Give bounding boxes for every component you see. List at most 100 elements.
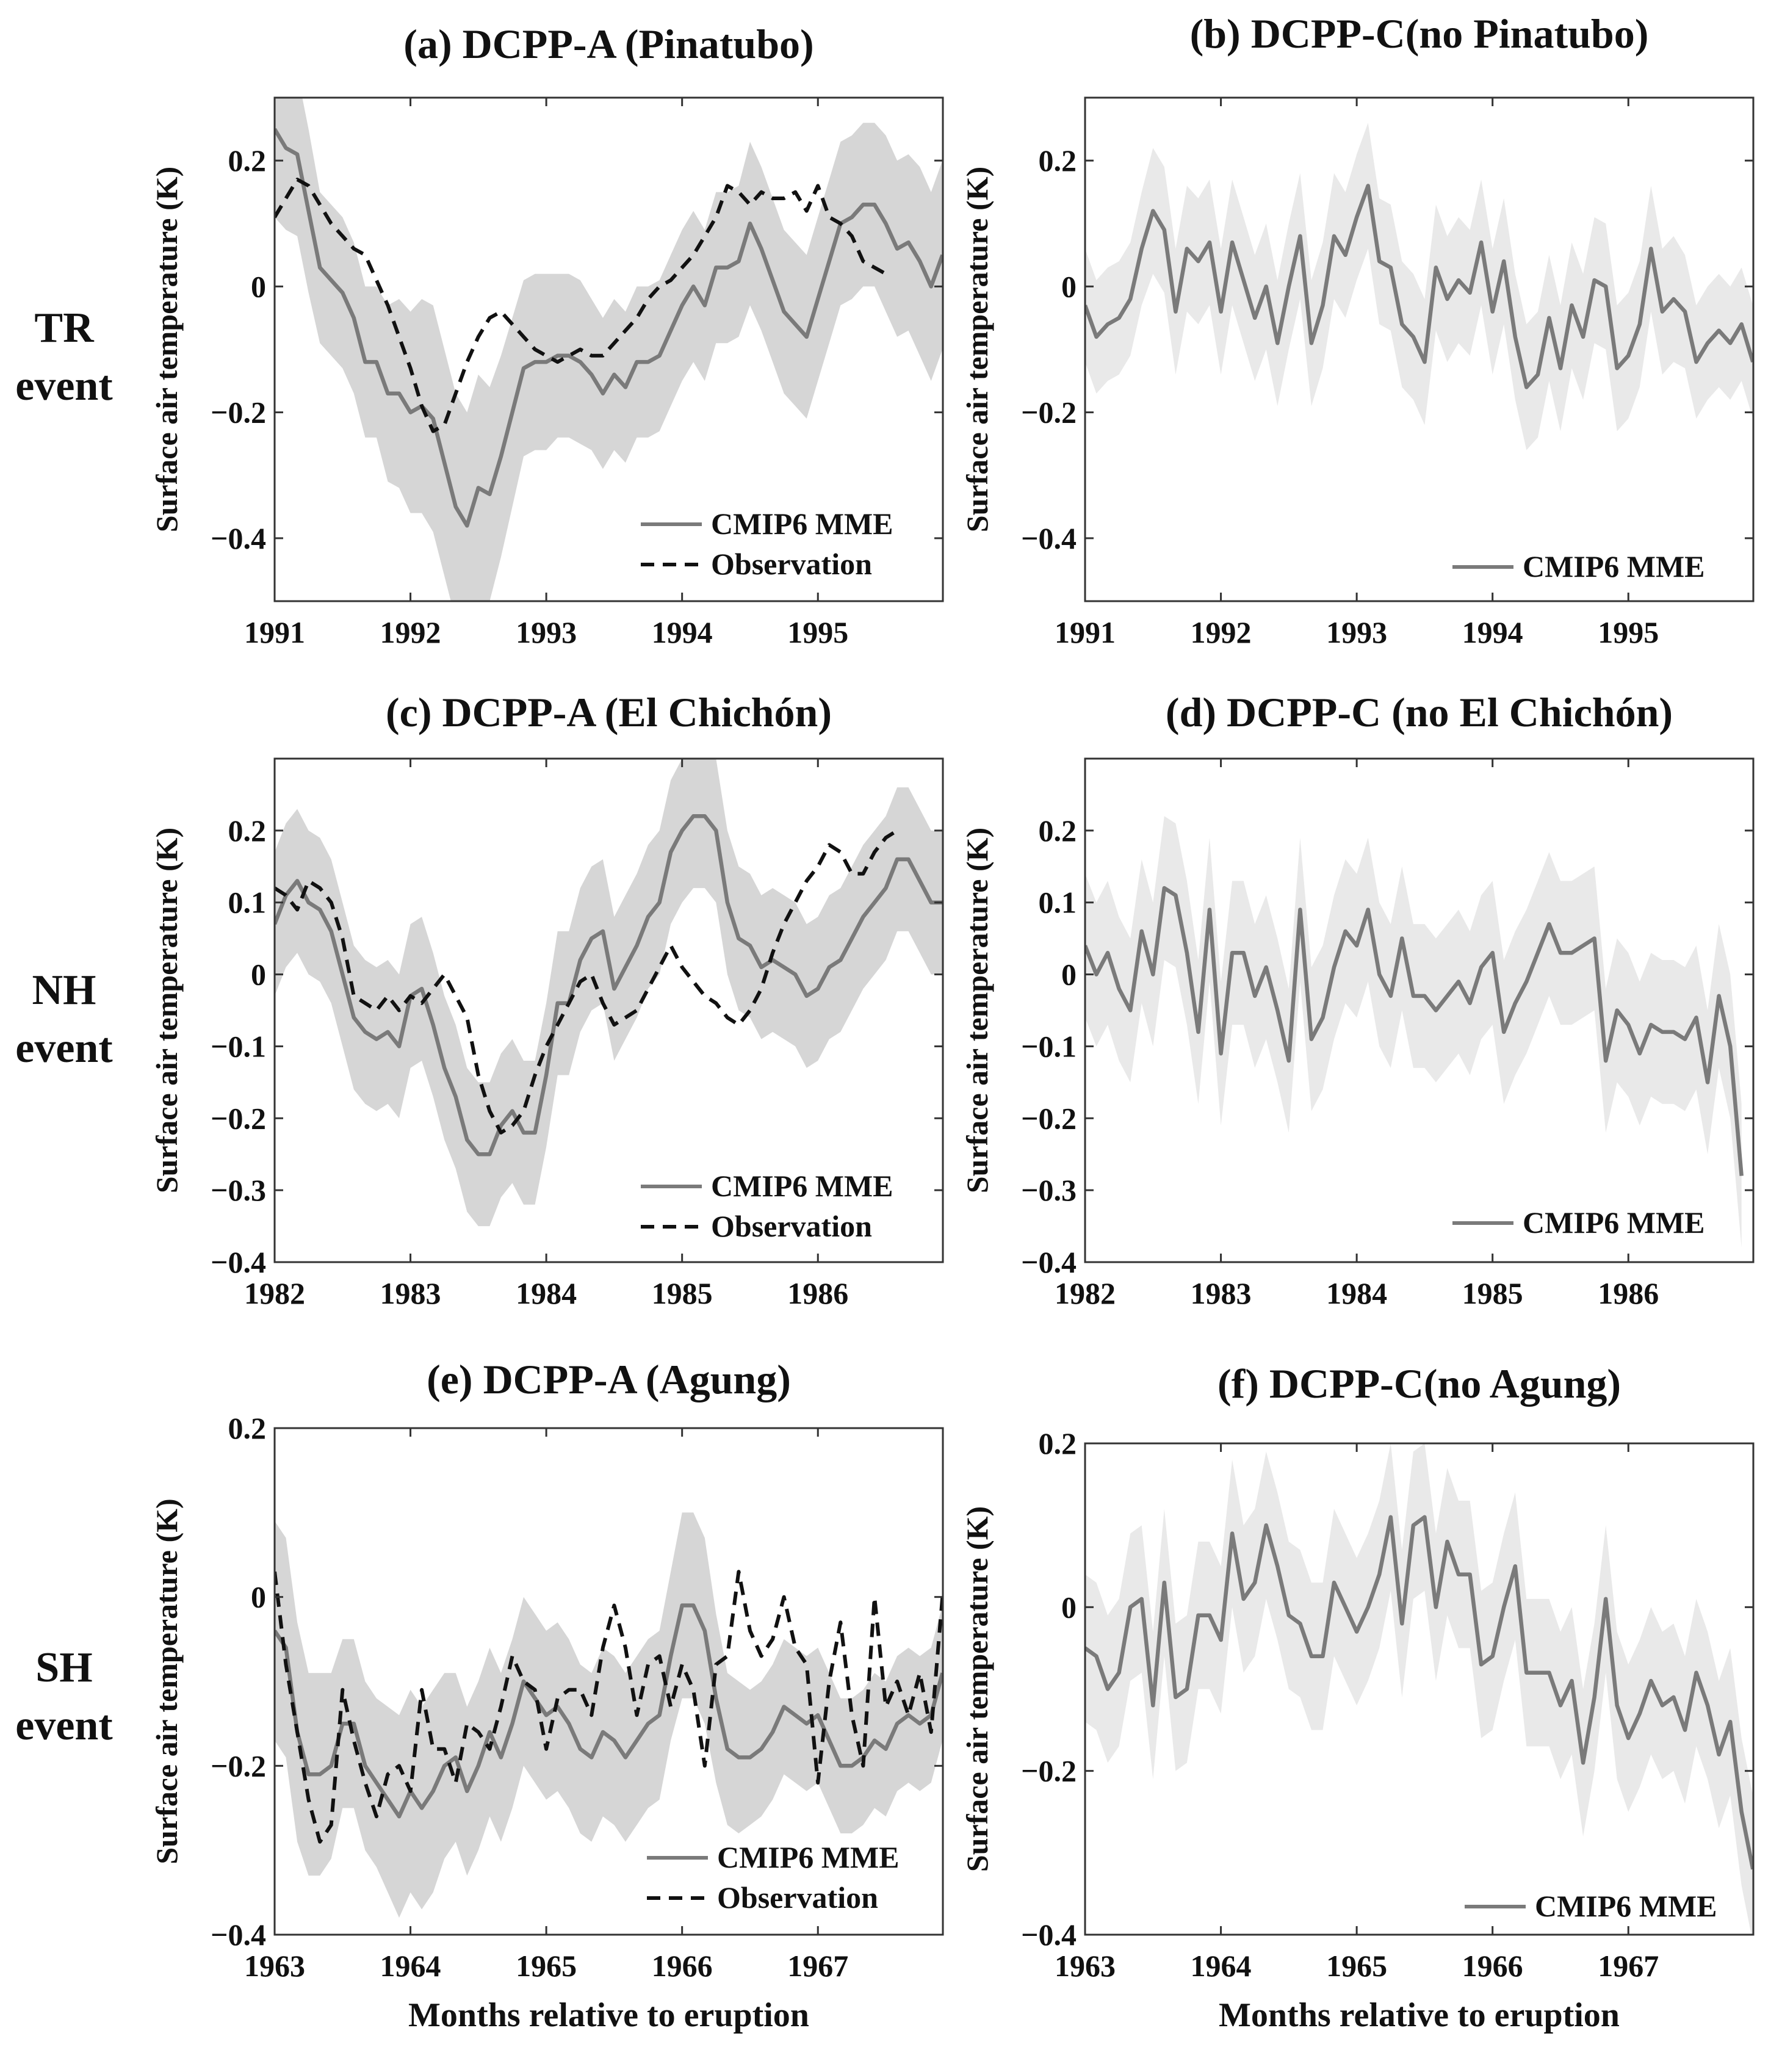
- observation-line: [275, 178, 887, 433]
- x-tick-label: 1963: [244, 1949, 305, 1983]
- plot-area: [275, 98, 943, 601]
- x-tick-label: 1992: [380, 615, 441, 649]
- y-tick-label: 0: [251, 1580, 266, 1614]
- y-tick-label: 0.2: [1039, 814, 1077, 848]
- chart-title: (b) DCPP-C(no Pinatubo): [1190, 10, 1649, 57]
- mme-line: [275, 814, 943, 1157]
- axes-frame: [1084, 757, 1755, 1263]
- y-tick-label: 0.2: [1039, 1426, 1077, 1460]
- x-tick-label: 1985: [1462, 1276, 1523, 1310]
- chart-panel-d: (d) DCPP-C (no El Chichón) −0.4 −0.3 −0.2 −0…: [960, 689, 1755, 1310]
- legend: CMIP6 MME: [1465, 1889, 1717, 1923]
- y-tick-label: 0.1: [1039, 886, 1077, 920]
- x-tick-label: 1994: [652, 615, 713, 649]
- y-tick-label: −0.2: [1021, 1754, 1077, 1788]
- y-tick-label: 0.2: [228, 1411, 267, 1445]
- chart-title: (a) DCPP-A (Pinatubo): [403, 21, 813, 67]
- y-tick-label: −0.4: [211, 1918, 266, 1952]
- y-tick-label: −0.3: [211, 1173, 266, 1207]
- legend: CMIP6 MME Observation: [641, 1169, 893, 1243]
- chart-panel-b: (b) DCPP-C(no Pinatubo) −0.4 −0.2 0 0.2 1991 1…: [960, 10, 1755, 649]
- y-tick-label: −0.3: [1021, 1173, 1077, 1207]
- y-tick-label: 0.2: [228, 143, 267, 178]
- x-tick-label: 1982: [1055, 1276, 1116, 1310]
- chart-title: (c) DCPP-A (El Chichón): [386, 689, 832, 735]
- x-tick-label: 1991: [1055, 615, 1116, 649]
- x-tick-label: 1965: [1326, 1949, 1387, 1983]
- x-tick-label: 1966: [652, 1949, 713, 1983]
- y-tick-label: −0.4: [211, 1245, 266, 1279]
- mme-line: [1085, 886, 1744, 1176]
- legend: CMIP6 MME Observation: [647, 1840, 900, 1915]
- x-tick-label: 1983: [1191, 1276, 1252, 1310]
- observation-line: [275, 1570, 943, 1844]
- y-tick-label: −0.4: [1021, 1918, 1077, 1952]
- legend: CMIP6 MME: [1452, 549, 1705, 583]
- x-tick-label: 1967: [787, 1949, 848, 1983]
- row-label-tr: TR event: [15, 305, 112, 410]
- y-axis-label: Surface air temperature (K): [150, 828, 184, 1193]
- x-tick-label: 1984: [1326, 1276, 1387, 1310]
- spread-band: [1085, 1443, 1753, 1935]
- x-tick-label: 1993: [1326, 615, 1387, 649]
- mme-line: [1085, 1515, 1753, 1870]
- y-tick-label: 0: [251, 958, 266, 992]
- y-axis-label: Surface air temperature (K): [150, 1498, 184, 1864]
- legend-label-mme: CMIP6 MME: [711, 1169, 893, 1203]
- row-label-tr-line1: TR: [34, 305, 95, 352]
- mme-line: [275, 128, 943, 528]
- x-tick-label: 1993: [516, 615, 577, 649]
- y-tick-label: −0.4: [1021, 521, 1077, 555]
- row-label-sh-line2: event: [15, 1702, 112, 1749]
- spread-band: [275, 98, 943, 601]
- x-tick-label: 1995: [787, 615, 848, 649]
- row-label-sh: SH event: [15, 1644, 112, 1749]
- y-axis-label: Surface air temperature (K): [960, 167, 994, 532]
- x-tick-label: 1995: [1598, 615, 1659, 649]
- mme-line: [275, 1603, 943, 1819]
- spread-band: [1085, 123, 1753, 450]
- chart-panel-f: (f) DCPP-C(no Agung) −0.4 −0.2 0 0.2 1963 1964…: [960, 1360, 1755, 2034]
- x-tick-label: 1966: [1462, 1949, 1523, 1983]
- row-label-tr-line2: event: [15, 363, 112, 410]
- x-tick-label: 1992: [1191, 615, 1252, 649]
- axes-frame: [273, 757, 944, 1263]
- plot-area: [275, 1512, 943, 1918]
- x-tick-label: 1967: [1598, 1949, 1659, 1983]
- x-tick-label: 1965: [516, 1949, 577, 1983]
- mme-line: [1085, 184, 1753, 389]
- x-tick-label: 1983: [380, 1276, 441, 1310]
- row-label-sh-line1: SH: [35, 1644, 92, 1691]
- y-tick-label: 0: [251, 269, 266, 303]
- y-tick-label: −0.4: [1021, 1245, 1077, 1279]
- y-tick-label: 0: [1061, 958, 1077, 992]
- y-axis-label: Surface air temperature (K): [960, 1506, 994, 1872]
- legend-label-observation: Observation: [711, 1209, 872, 1243]
- observation-line: [275, 829, 898, 1135]
- plot-area: [1085, 816, 1744, 1248]
- chart-panel-c: (c) DCPP-A (El Chichón) −0.4 −0.3 −0.2 −0.1 0…: [150, 689, 944, 1310]
- legend: CMIP6 MME Observation: [641, 507, 893, 581]
- y-axis-label: Surface air temperature (K): [150, 167, 184, 532]
- chart-title: (f) DCPP-C(no Agung): [1217, 1360, 1621, 1407]
- y-axis-label: Surface air temperature (K): [960, 828, 994, 1193]
- x-tick-label: 1991: [244, 615, 305, 649]
- x-tick-label: 1982: [244, 1276, 305, 1310]
- chart-title: (e) DCPP-A (Agung): [427, 1356, 791, 1402]
- row-label-nh: NH event: [15, 967, 112, 1072]
- spread-band: [1085, 816, 1742, 1248]
- y-tick-label: −0.2: [1021, 395, 1077, 430]
- y-tick-label: −0.1: [211, 1029, 266, 1063]
- y-tick-label: −0.1: [1021, 1029, 1077, 1063]
- chart-panel-e: (e) DCPP-A (Agung) −0.4 −0.2 0 0.2 1963 1964 19…: [150, 1356, 944, 2034]
- spread-band: [275, 1512, 943, 1918]
- axes-frame: [273, 96, 944, 602]
- y-tick-label: 0.1: [228, 886, 267, 920]
- x-axis-label: Months relative to eruption: [1219, 1996, 1620, 2034]
- x-tick-label: 1964: [380, 1949, 441, 1983]
- chart-panel-a: (a) DCPP-A (Pinatubo) −0.4 −0.2 0 0.2 1991 199…: [150, 21, 944, 649]
- axes-frame: [1084, 1442, 1755, 1936]
- plot-area: [1085, 1443, 1753, 1935]
- y-tick-label: 0.2: [1039, 143, 1077, 178]
